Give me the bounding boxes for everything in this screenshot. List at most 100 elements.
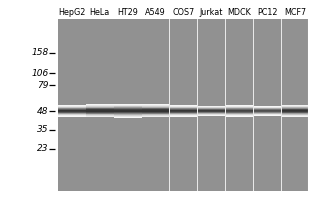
Bar [170,112,197,113]
Bar [142,114,169,115]
Bar [114,108,142,109]
Bar [86,106,114,107]
Bar [114,117,142,118]
Bar [282,108,309,109]
Bar [254,107,281,108]
Bar [198,109,225,110]
Bar [282,114,309,115]
Bar [226,105,253,106]
Bar [282,115,309,116]
Bar [114,110,142,111]
Bar [226,108,253,109]
Bar [226,115,253,116]
Bar [114,115,142,116]
Bar [86,109,114,110]
Bar [198,108,225,109]
Bar [114,109,142,110]
Bar [170,109,197,110]
Text: HepG2: HepG2 [58,8,85,17]
Bar [198,110,225,111]
Bar [170,106,197,107]
Bar [58,114,86,115]
Bar [142,108,169,109]
Bar [226,112,253,113]
Text: 79: 79 [37,81,49,90]
Bar [58,107,86,108]
Bar [58,19,309,191]
Bar [142,107,169,108]
Bar [226,106,253,107]
Bar [58,110,86,111]
Bar [86,107,114,108]
Bar [86,116,114,117]
Text: COS7: COS7 [172,8,195,17]
Bar [142,111,169,112]
Bar [114,107,142,108]
Bar [58,106,86,107]
Bar [254,106,281,107]
Bar [282,110,309,111]
Bar [170,112,197,113]
Bar [282,111,309,112]
Bar [142,113,169,114]
Bar [282,113,309,114]
Bar [198,109,225,110]
Text: HeLa: HeLa [89,8,110,17]
Bar [282,106,309,107]
Bar [58,107,86,108]
Bar [142,109,169,110]
Bar [226,109,253,110]
Bar [114,116,142,117]
Bar [254,108,281,109]
Bar [198,107,225,108]
Bar [226,111,253,112]
Text: MCF7: MCF7 [284,8,307,17]
Bar [142,105,169,106]
Bar [170,107,197,108]
Bar [254,111,281,112]
Bar [142,115,169,116]
Bar [282,116,309,117]
Bar [142,116,169,117]
Bar [282,114,309,115]
Bar [226,106,253,107]
Bar [114,112,142,113]
Bar [198,115,225,116]
Bar [198,108,225,109]
Bar [226,116,253,117]
Bar [114,104,142,105]
Bar [198,114,225,115]
Bar [114,111,142,112]
Bar [282,105,309,106]
Text: Jurkat: Jurkat [200,8,223,17]
Bar [170,108,197,109]
Bar [282,108,309,109]
Bar [114,113,142,114]
Bar [58,109,86,110]
Bar [254,114,281,115]
Bar [58,105,86,106]
Bar [114,109,142,110]
Bar [226,107,253,108]
Bar [226,107,253,108]
Bar [282,110,309,111]
Bar [198,112,225,113]
Bar [114,105,142,106]
Text: 106: 106 [32,69,49,78]
Bar [86,110,114,111]
Text: PC12: PC12 [257,8,278,17]
Bar [58,111,86,112]
Bar [226,112,253,113]
Text: 35: 35 [37,125,49,134]
Bar [86,104,114,105]
Bar [114,104,142,105]
Bar [86,112,114,113]
Bar [114,110,142,111]
Bar [170,109,197,110]
Bar [170,105,197,106]
Text: 158: 158 [32,48,49,57]
Bar [142,107,169,108]
Bar [58,109,86,110]
Bar [282,116,309,117]
Bar [86,116,114,117]
